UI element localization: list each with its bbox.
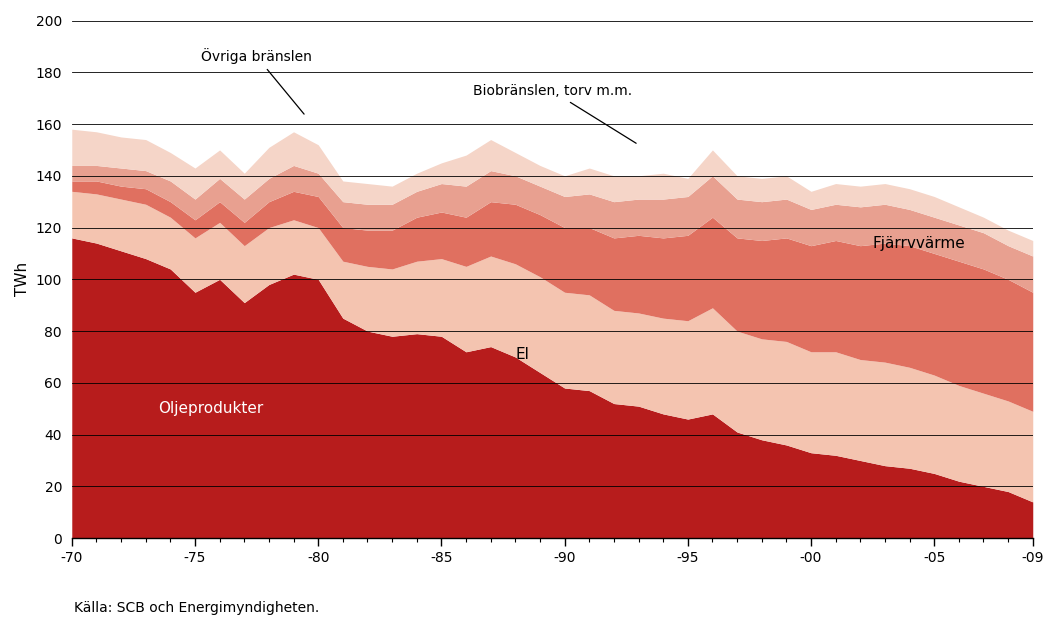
Text: Källa: SCB och Energimyndigheten.: Källa: SCB och Energimyndigheten.	[74, 600, 320, 615]
Text: El: El	[516, 347, 530, 362]
Y-axis label: TWh: TWh	[15, 262, 30, 296]
Text: Biobränslen, torv m.m.: Biobränslen, torv m.m.	[472, 84, 636, 144]
Text: Oljeprodukter: Oljeprodukter	[158, 401, 264, 416]
Text: Fjärrvvärme: Fjärrvvärme	[873, 236, 966, 251]
Text: Övriga bränslen: Övriga bränslen	[201, 49, 312, 114]
